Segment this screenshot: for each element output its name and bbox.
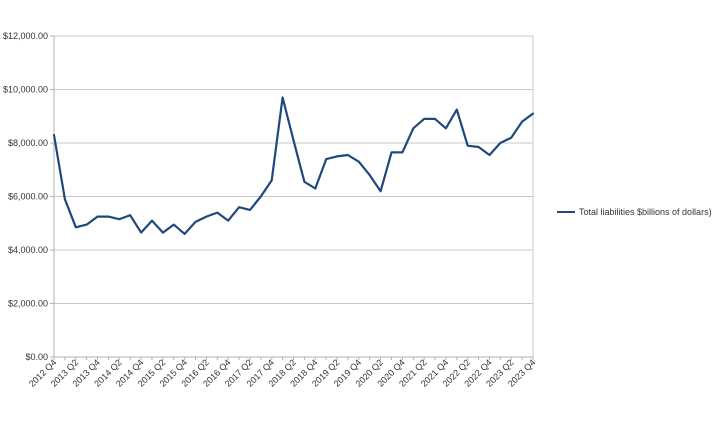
y-tick-label: $4,000.00 — [8, 245, 48, 255]
gridlines — [54, 35, 534, 358]
y-tick-label: $6,000.00 — [8, 192, 48, 202]
series-line — [52, 96, 535, 235]
axes — [50, 35, 534, 360]
y-tick-label: $12,000.00 — [3, 31, 48, 41]
y-tick-label: $2,000.00 — [8, 299, 48, 309]
legend-label: Total liabilities $billions of dollars) — [579, 207, 712, 217]
y-tick-label: $0.00 — [25, 352, 48, 362]
series-lines — [52, 96, 535, 235]
y-axis-tick-labels: $0.00 $2,000.00 $4,000.00 $6,000.00 $8,000.0… — [3, 31, 48, 362]
y-tick-label: $10,000.00 — [3, 85, 48, 95]
y-tick-label: $8,000.00 — [8, 138, 48, 148]
legend: Total liabilities $billions of dollars) — [557, 207, 712, 217]
